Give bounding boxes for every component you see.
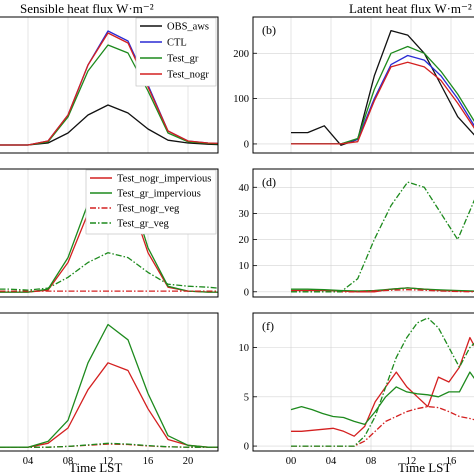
plot-frame [252,168,474,298]
latent-heat-flux-title: Latent heat flux W·m⁻² [349,1,472,16]
series-line-test-nogr-impervious [0,362,218,448]
y-tick-label: 5 [244,392,249,403]
plot-frame [0,312,219,452]
x-tick-label: 12 [103,456,114,467]
y-tick-label: 0 [244,442,249,453]
x-tick-label: 04 [23,456,34,467]
panel-e: 04 08 12 16 20 [0,312,219,467]
legend-label: CTL [167,38,187,49]
x-tick-label: 16 [143,456,154,467]
series-line-test-gr-impervious [291,287,474,292]
plot-frame [0,168,219,298]
legend-label: Test_gr_impervious [117,189,201,200]
panel-c: Test_nogr_impervious Test_gr_impervious Te… [0,168,219,298]
legend-label: Test_gr_veg [117,219,170,230]
series-line-test-nogr-veg [291,289,474,293]
y-tick-label: 20 [239,235,250,246]
panel-d: 0 10 20 30 40 (d) [239,168,474,298]
legend-label: Test_nogr [167,70,209,81]
y-tick-label: 30 [239,209,250,220]
series-line-test-gr-impervious [0,323,218,448]
series-line-obs-aws [291,29,474,146]
series-line-test-gr-veg [291,181,474,293]
y-tick-label: 200 [233,49,249,60]
series-line-test-gr-veg [0,252,219,291]
y-tick-label: 10 [239,343,250,354]
legend-label: Test_nogr_impervious [117,174,211,185]
panel-a: OBS_aws CTL Test_gr Test_nogr [0,16,219,154]
y-tick-label: 0 [244,287,249,298]
plot-frame [252,16,474,154]
legend-label: OBS_aws [167,22,209,33]
series-line-test-nogr [0,32,219,146]
x-tick-label: 08 [63,456,74,467]
x-tick-label: 16 [446,456,457,467]
legend: Test_nogr_impervious Test_gr_impervious Te… [85,169,217,235]
y-tick-label: 40 [239,183,250,194]
plot-frame [252,312,474,452]
legend-label: Test_nogr_veg [117,204,180,215]
plot-frame [0,16,219,154]
panel-label: (d) [262,175,276,189]
y-tick-label: 100 [233,94,249,105]
y-tick-label: 10 [239,261,250,272]
legend: OBS_aws CTL Test_gr Test_nogr [135,17,217,87]
panel-label: (b) [262,23,276,37]
x-tick-label: 20 [183,456,194,467]
series-line-test-nogr-impervious [291,336,474,437]
series-line-test-gr-veg [291,317,474,447]
x-tick-label: 04 [326,456,337,467]
series-line-ctl [291,54,474,145]
x-tick-label: 12 [406,456,417,467]
sensible-heat-flux-title: Sensible heat flux W·m⁻² [20,1,154,16]
panel-b: 0 100 200 (b) [233,16,474,154]
series-line-test-gr-veg [0,442,218,448]
y-tick-label: 0 [244,139,249,150]
x-axis-title-left: Time LST [69,460,122,474]
x-axis-title-right: Time LST [398,460,451,474]
series-line-test-gr-impervious [290,371,474,426]
series-line-test-nogr [291,61,474,145]
legend-label: Test_gr [167,54,199,65]
x-tick-label: 08 [366,456,377,467]
panel-f: 0 5 10 00 04 08 12 16 (f) [239,312,474,467]
series-line-test-nogr-veg [291,405,474,447]
panel-label: (f) [262,319,274,333]
x-tick-label: 00 [286,456,297,467]
